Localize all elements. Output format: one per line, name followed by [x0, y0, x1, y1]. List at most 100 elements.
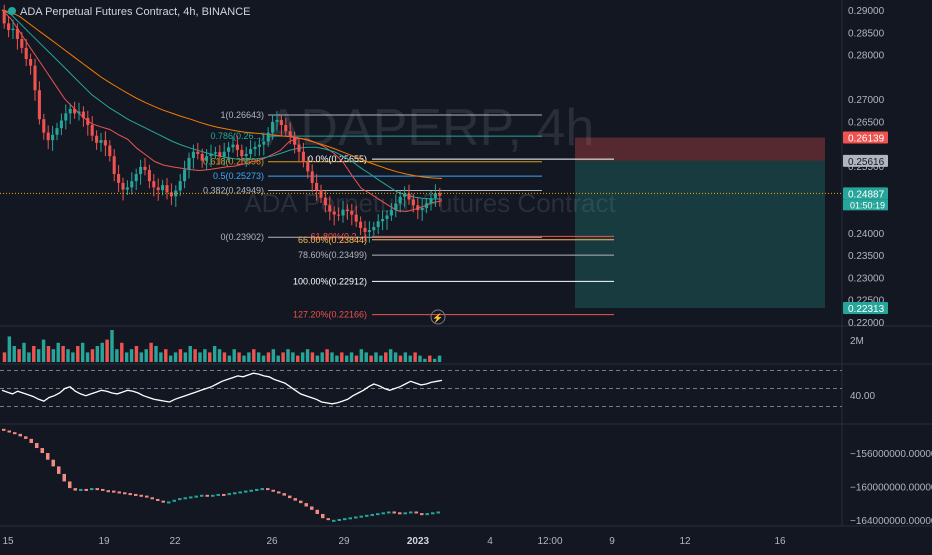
- candle-body: [68, 108, 72, 114]
- position-target-zone[interactable]: [575, 160, 825, 309]
- moving-average-line: [1, 9, 443, 179]
- obv-candle: [332, 519, 336, 522]
- time-tick-label: 4: [487, 536, 493, 547]
- volume-bar: [354, 355, 359, 362]
- obv-candle: [299, 500, 303, 504]
- obv-candle: [57, 466, 61, 474]
- candle-body: [337, 214, 341, 216]
- candle-body: [134, 174, 138, 182]
- time-tick-label: 2023: [407, 536, 430, 547]
- volume-bar: [212, 346, 217, 362]
- volume-bar: [281, 352, 285, 362]
- obv-candle: [304, 503, 308, 507]
- obv-candle: [24, 436, 28, 439]
- candle-body: [288, 131, 292, 138]
- price-tick-label: 0.23500: [848, 251, 885, 262]
- volume-bar: [266, 352, 271, 362]
- obv-candle: [18, 433, 22, 437]
- candle-body: [310, 171, 314, 183]
- price-axis-label-text: 0.24887: [848, 189, 885, 200]
- obv-candle: [431, 512, 435, 515]
- candle-body: [328, 205, 332, 212]
- candle-body: [376, 221, 380, 228]
- obv-candle: [123, 492, 127, 495]
- obv-candle: [343, 518, 347, 521]
- candle-body: [125, 187, 129, 190]
- volume-bar: [41, 339, 46, 362]
- volume-bar: [315, 355, 320, 362]
- candle-body: [420, 207, 424, 211]
- fib-level-label: 0.5(0.25273): [213, 171, 264, 181]
- symbol-title: ADA Perpetual Futures Contract, 4h, BINA…: [8, 6, 251, 18]
- fib-level-label: 61.80%(0.2...): [310, 231, 367, 241]
- obv-candle: [29, 438, 33, 444]
- symbol-title-text: ADA Perpetual Futures Contract, 4h, BINA…: [20, 6, 251, 18]
- volume-bar: [95, 346, 100, 362]
- volume-bar: [242, 355, 246, 362]
- candle-body: [77, 111, 81, 114]
- obv-candle: [183, 497, 187, 500]
- candle-body: [354, 214, 358, 222]
- candle-body: [20, 38, 24, 48]
- candle-body: [389, 210, 393, 216]
- rsi-axis-label: 40.00: [850, 391, 875, 402]
- volume-bar: [7, 336, 12, 362]
- price-axis-label: [843, 154, 888, 167]
- candle-body: [2, 10, 6, 24]
- price-tick-label: 0.26500: [848, 117, 885, 128]
- volume-bar: [398, 355, 403, 362]
- candle-body: [81, 111, 85, 118]
- volume-bar: [208, 352, 212, 362]
- volume-bar: [80, 342, 85, 362]
- obv-candle: [337, 518, 341, 521]
- fib-level-label: 0.0%(0.25655): [308, 154, 367, 164]
- candle-body: [139, 166, 143, 175]
- volume-bar: [330, 352, 334, 362]
- volume-bar: [173, 352, 178, 362]
- lightning-icon[interactable]: [430, 309, 446, 325]
- candle-body: [46, 132, 50, 141]
- moving-average-line: [1, 9, 442, 200]
- price-axis-label: [843, 302, 888, 315]
- volume-bar: [232, 349, 236, 362]
- volume-bar: [335, 355, 339, 362]
- obv-candle: [128, 493, 132, 496]
- volume-bar: [374, 352, 378, 362]
- volume-bar: [183, 352, 188, 362]
- candle-body: [205, 156, 209, 161]
- candle-body: [86, 117, 90, 125]
- volume-bar: [198, 352, 202, 362]
- obv-candle: [106, 490, 110, 493]
- candle-body: [385, 215, 389, 220]
- obv-candle: [348, 517, 352, 520]
- time-tick-label: 22: [169, 536, 181, 547]
- volume-bar: [76, 346, 80, 362]
- candle-body: [429, 198, 433, 204]
- obv-candle: [321, 513, 325, 519]
- candle-body: [319, 190, 323, 198]
- candle-body: [244, 153, 248, 157]
- candle-body: [398, 196, 402, 204]
- time-tick-label: 16: [774, 536, 786, 547]
- volume-bar: [296, 355, 300, 362]
- fib-level-label: 0(0.23902): [220, 232, 264, 242]
- candle-body: [209, 153, 213, 157]
- position-stop-zone[interactable]: [575, 137, 825, 161]
- candle-body: [240, 149, 244, 157]
- candle-body: [165, 185, 169, 193]
- volume-bar: [369, 355, 373, 362]
- obv-candle: [150, 497, 154, 500]
- volume-bar: [227, 355, 232, 362]
- volume-bar: [310, 352, 315, 362]
- candle-body: [178, 181, 182, 191]
- candle-body: [271, 121, 275, 133]
- obv-candle: [112, 490, 116, 493]
- candle-body: [11, 28, 15, 31]
- obv-candle: [117, 491, 121, 494]
- candle-body: [411, 199, 415, 206]
- candle-body: [117, 174, 121, 183]
- obv-candle: [282, 493, 286, 496]
- obv-candle: [233, 492, 237, 495]
